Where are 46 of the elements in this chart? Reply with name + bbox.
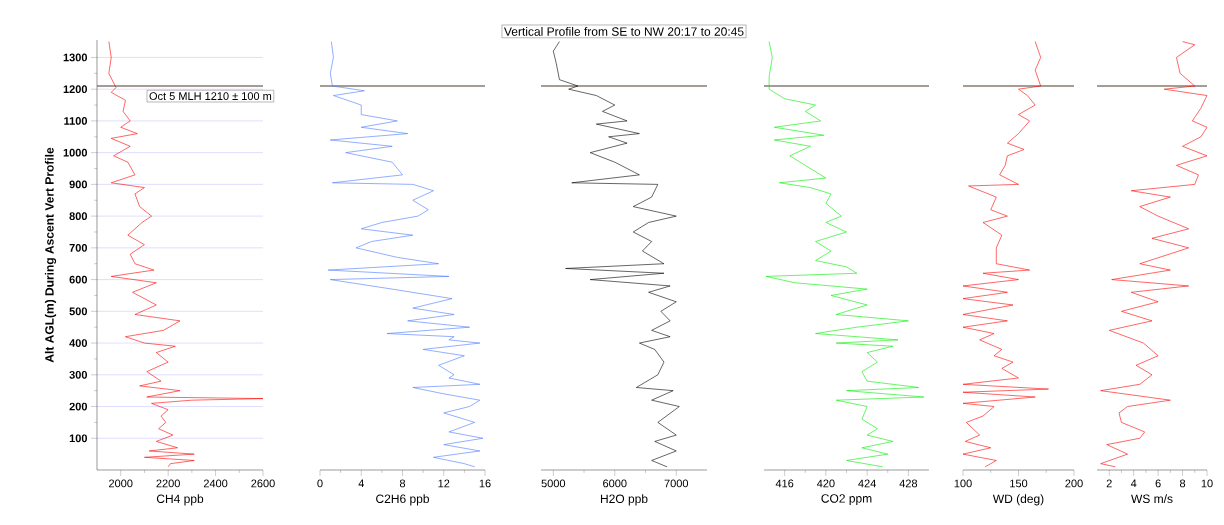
y-tick-label: 1000 bbox=[63, 148, 88, 157]
x-axis-title: C2H6 ppb bbox=[376, 494, 429, 506]
x-tick-label: 200 bbox=[1065, 479, 1083, 488]
x-tick-label: 428 bbox=[899, 479, 918, 488]
x-tick-label: 2400 bbox=[203, 479, 228, 488]
y-tick-label: 700 bbox=[69, 243, 88, 252]
y-tick-label: 1100 bbox=[64, 117, 88, 125]
chart-title: Vertical Profile from SE to NW 20:17 to 20:45 bbox=[503, 26, 744, 36]
x-tick-label: 4 bbox=[358, 479, 364, 488]
x-axis-title: H2O ppb bbox=[600, 494, 648, 506]
x-tick-label: 2200 bbox=[156, 479, 180, 488]
x-tick-label: 6000 bbox=[603, 479, 627, 488]
y-tick-label: 300 bbox=[69, 370, 88, 379]
x-axis-title: CH4 ppb bbox=[156, 494, 204, 506]
x-tick-label: 2600 bbox=[251, 479, 275, 488]
x-tick-label: 150 bbox=[1010, 479, 1028, 488]
x-tick-label: 2000 bbox=[109, 479, 133, 488]
x-tick-label: 4 bbox=[1130, 479, 1137, 488]
x-tick-label: 10 bbox=[1201, 479, 1213, 488]
x-tick-label: 100 bbox=[954, 479, 972, 488]
y-axis-title: Alt AGL(m) During Ascent Vert Profile bbox=[44, 147, 57, 363]
x-tick-label: 12 bbox=[438, 479, 450, 488]
x-tick-label: 6 bbox=[1155, 479, 1161, 488]
x-axis-title: WS m/s bbox=[1131, 494, 1173, 503]
x-tick-label: 7000 bbox=[664, 479, 689, 488]
x-tick-label: 2 bbox=[1106, 479, 1112, 488]
y-tick-label: 1200 bbox=[63, 85, 88, 94]
x-tick-label: 424 bbox=[858, 479, 876, 488]
y-tick-label: 100 bbox=[69, 434, 88, 443]
x-axis-title: WD (deg) bbox=[992, 494, 1044, 506]
x-tick-label: 5000 bbox=[541, 479, 566, 488]
y-tick-label: 500 bbox=[69, 307, 88, 316]
y-tick-label: 800 bbox=[69, 212, 88, 221]
ref-line-label: Oct 5 MLH 1210 ± 100 m bbox=[149, 92, 272, 100]
x-axis-title: CO2 ppm bbox=[821, 494, 872, 506]
x-tick-label: 8 bbox=[399, 479, 406, 488]
x-tick-label: 0 bbox=[317, 479, 323, 488]
y-tick-label: 1300 bbox=[63, 53, 88, 62]
y-tick-label: 400 bbox=[69, 339, 88, 347]
x-tick-label: 16 bbox=[479, 479, 491, 488]
y-tick-label: 900 bbox=[69, 180, 88, 189]
x-tick-label: 416 bbox=[775, 479, 794, 488]
y-tick-label: 200 bbox=[69, 402, 88, 411]
x-tick-label: 8 bbox=[1179, 479, 1186, 488]
y-tick-label: 600 bbox=[69, 275, 88, 284]
x-tick-label: 420 bbox=[816, 479, 835, 488]
